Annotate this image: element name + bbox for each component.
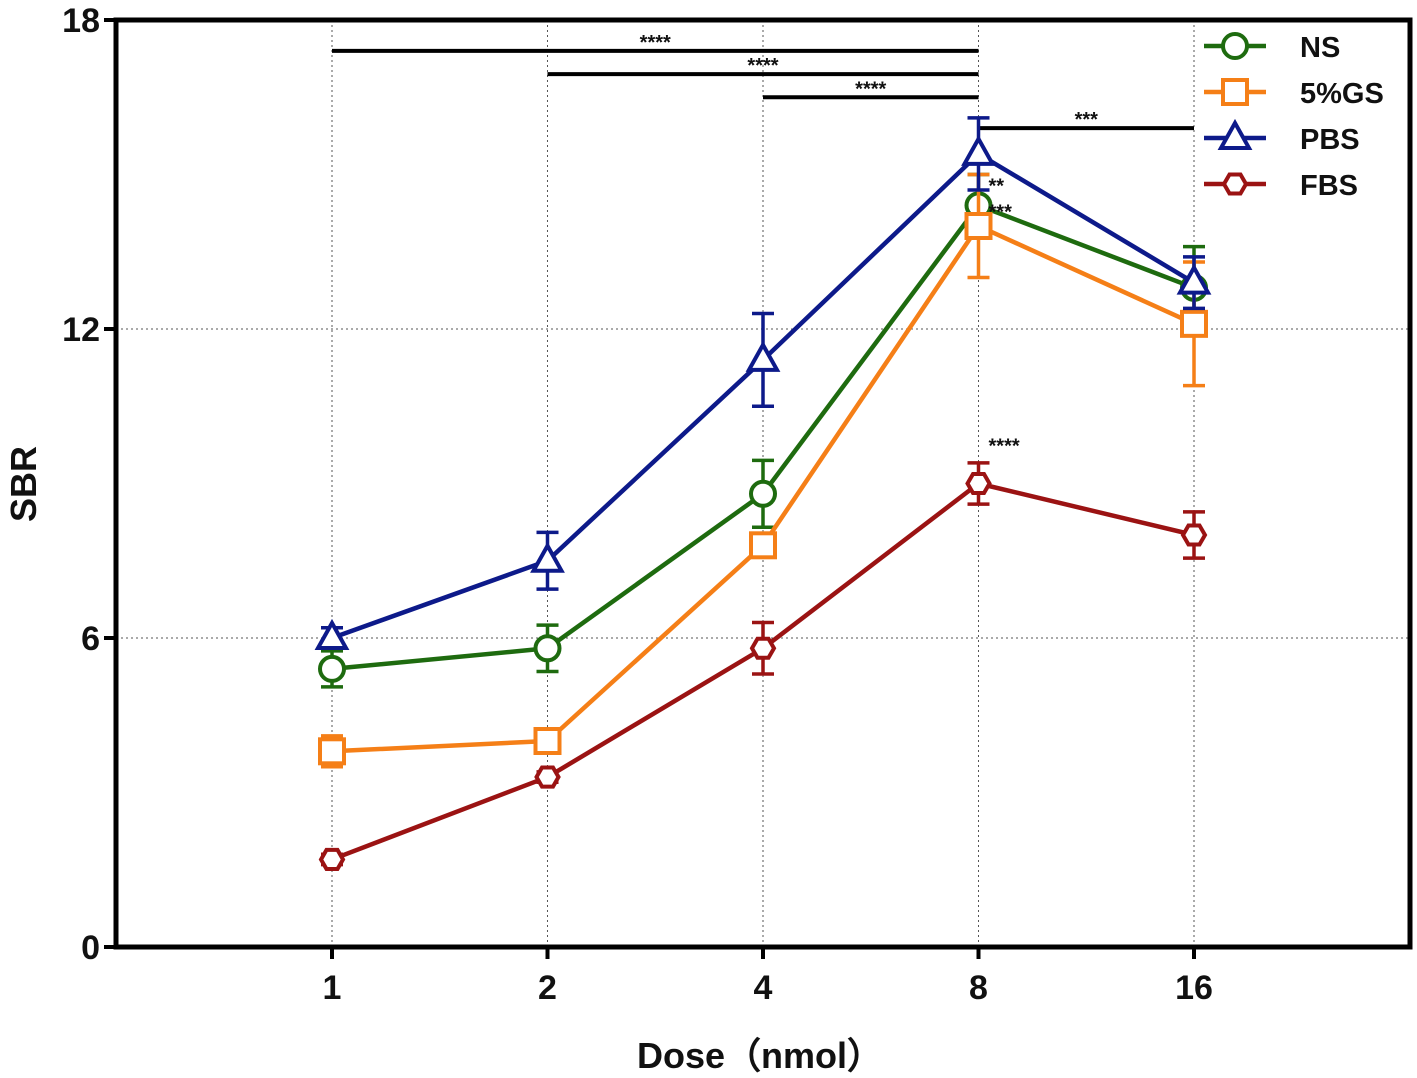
data-series [314,116,1212,871]
data-point [533,727,562,755]
data-point [533,634,562,663]
significance-annotation: *** [989,201,1013,223]
x-tick-label: 8 [969,969,988,1007]
data-point [1180,523,1208,547]
x-tick-label: 4 [754,969,773,1007]
legend-marker [1217,118,1253,150]
legend-label: FBS [1300,170,1358,202]
legend: NS 5%GS PBS FBS [1204,32,1384,202]
legend-item-5gs: 5%GS [1204,78,1384,110]
data-point [965,472,992,495]
x-tick-label: 1 [323,969,342,1007]
x-tick-label: 2 [538,969,557,1007]
data-point [749,479,777,508]
significance-brackets: *************** [332,32,1194,131]
data-point [318,654,346,683]
y-axis-label: SBR [3,446,44,522]
significance-bracket-label: *** [1075,109,1099,131]
data-point [534,765,561,789]
legend-label: PBS [1300,124,1360,156]
legend-marker [1221,32,1249,60]
data-point [1180,309,1208,338]
data-point [749,531,777,560]
y-tick-label: 18 [62,2,100,40]
legend-item-ns: NS [1204,32,1340,64]
legend-item-fbs: FBS [1204,170,1358,202]
data-point [964,212,993,240]
data-point [318,737,346,766]
data-point [745,340,781,372]
significance-annotation: **** [989,436,1020,458]
data-point [530,541,565,573]
series-5gs [318,172,1208,769]
y-tick-label: 0 [81,929,100,967]
significance-annotations: ********* [989,176,1020,458]
legend-label: NS [1300,32,1340,64]
significance-annotation: ** [989,176,1005,198]
data-point [318,847,346,871]
significance-bracket-label: **** [855,78,886,100]
data-point [314,618,350,650]
x-axis-label: Dose（nmol） [637,1035,883,1076]
legend-item-pbs: PBS [1204,118,1360,156]
data-point [749,636,777,660]
legend-label: 5%GS [1300,78,1384,110]
series-pbs [314,116,1212,651]
data-point [1176,263,1212,295]
legend-marker [1221,78,1249,106]
data-point [961,134,996,166]
series-fbs [318,461,1208,871]
significance-bracket-label: **** [747,55,778,77]
x-tick-label: 16 [1175,969,1213,1007]
significance-bracket-label: **** [640,32,671,54]
legend-marker [1221,172,1249,196]
y-tick-label: 6 [81,620,100,658]
series-line [331,203,1195,672]
y-tick-label: 12 [62,311,100,349]
